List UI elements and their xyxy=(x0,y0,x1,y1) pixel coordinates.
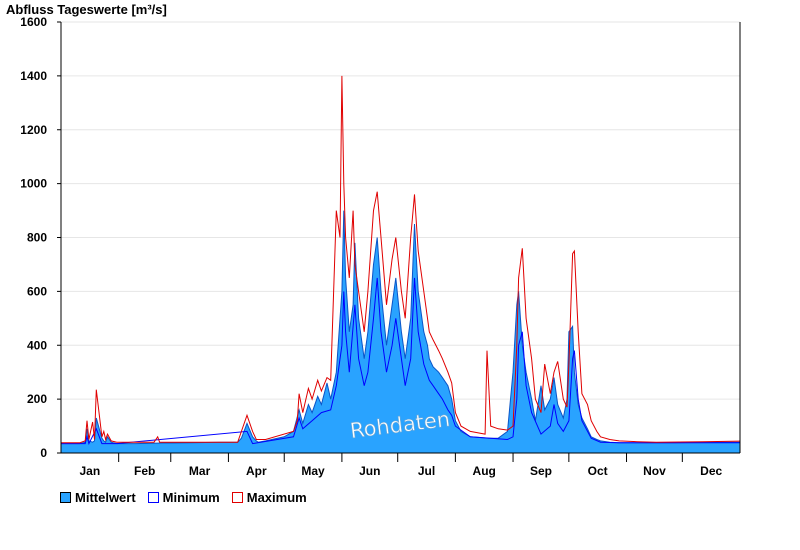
axes: 0 200 400 600 800 1000 1200 1400 1600 Jan Feb Mar Ap… xyxy=(20,15,741,478)
series-maximum-line xyxy=(61,75,741,444)
y-tick-label: 600 xyxy=(27,284,47,298)
x-tick-label-nov: Nov xyxy=(643,464,666,478)
y-tick-label: 1000 xyxy=(20,177,47,191)
legend-item-mittelwert[interactable]: Mittelwert xyxy=(60,490,136,505)
y-tick-label: 0 xyxy=(40,446,47,460)
x-tick-label-oct: Oct xyxy=(588,464,608,478)
y-tick-label: 1400 xyxy=(20,69,47,83)
legend-swatch-minimum xyxy=(147,492,159,503)
series-layer xyxy=(61,75,741,453)
y-tick-label: 800 xyxy=(27,231,47,245)
legend-item-minimum[interactable]: Minimum xyxy=(147,490,220,505)
x-tick-label-aug: Aug xyxy=(473,464,496,478)
y-tick-label: 400 xyxy=(27,338,47,352)
legend-item-maximum[interactable]: Maximum xyxy=(231,490,307,505)
legend-label-maximum: Maximum xyxy=(246,490,307,505)
x-tick-label-mar: Mar xyxy=(189,464,211,478)
series-mittelwert-line xyxy=(61,210,740,445)
series-minimum-line xyxy=(61,277,740,445)
legend-swatch-mittelwert xyxy=(60,492,71,503)
x-tick-label-dec: Dec xyxy=(700,464,722,478)
x-tick-label-feb: Feb xyxy=(134,464,155,478)
x-tick-label-sep: Sep xyxy=(530,464,552,478)
x-tick-label-jul: Jul xyxy=(418,464,435,478)
legend-swatch-maximum xyxy=(231,492,243,503)
x-tick-label-jun: Jun xyxy=(359,464,380,478)
legend-label-mittelwert: Mittelwert xyxy=(75,490,136,505)
legend: Mittelwert Minimum Maximum xyxy=(60,490,307,505)
x-tick-label-may: May xyxy=(301,464,325,478)
y-tick-label: 200 xyxy=(27,392,47,406)
x-tick-label-apr: Apr xyxy=(246,464,267,478)
x-tick-label-jan: Jan xyxy=(79,464,100,478)
legend-label-minimum: Minimum xyxy=(162,490,220,505)
y-tick-label: 1600 xyxy=(20,15,47,29)
chart-title: Abfluss Tageswerte [m³/s] xyxy=(6,2,167,17)
y-tick-label: 1200 xyxy=(20,123,47,137)
